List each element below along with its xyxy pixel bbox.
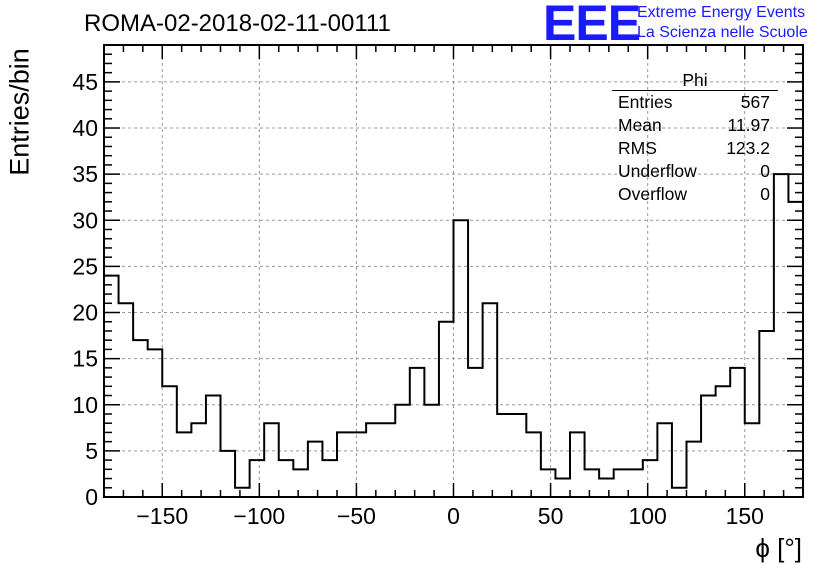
x-axis-label: ϕ [°]	[755, 533, 802, 563]
x-tick-label: 0	[447, 503, 460, 529]
logo-caption-line1: Extreme Energy Events	[637, 4, 806, 21]
stats-label: Mean	[618, 115, 662, 135]
x-tick-label: 50	[538, 503, 564, 529]
logo-caption-line2: La Scienza nelle Scuole	[637, 24, 808, 41]
stats-value: 0	[760, 184, 770, 204]
y-tick-label: 15	[72, 346, 98, 372]
stats-row-mean: Mean 11.97	[612, 114, 778, 137]
x-tick-label: −150	[136, 503, 188, 529]
x-tick-label: −100	[233, 503, 285, 529]
y-tick-label: 20	[72, 300, 98, 326]
y-tick-label: 0	[85, 484, 98, 510]
axis-ticks	[103, 44, 804, 498]
axis-tick-labels: −150 −100 −50 0 50 100 150 0 5 10 15 20 25 30 35 40 45	[72, 69, 764, 529]
stats-row-rms: RMS 123.2	[612, 137, 778, 160]
stats-value: 123.2	[726, 138, 770, 158]
stats-value: 567	[740, 92, 770, 112]
stats-label: Entries	[618, 92, 673, 112]
stats-row-entries: Entries 567	[612, 91, 778, 114]
eee-logo: EEE	[543, 0, 641, 51]
stats-label: Overflow	[618, 184, 688, 204]
y-axis-label: Entries/bin	[4, 48, 35, 176]
stats-box: Phi Entries 567 Mean 11.97 RMS 123.2 Und…	[612, 70, 778, 206]
logo-caption: Extreme Energy Events La Scienza nelle S…	[637, 3, 808, 43]
stats-row-overflow: Overflow 0	[612, 183, 778, 206]
x-tick-label: 150	[726, 503, 764, 529]
y-tick-label: 45	[72, 69, 98, 95]
stats-value: 11.97	[727, 115, 771, 135]
x-tick-label: −50	[337, 503, 376, 529]
y-tick-label: 40	[72, 115, 98, 141]
x-tick-label: 100	[628, 503, 666, 529]
y-tick-label: 5	[85, 438, 98, 464]
chart-title: ROMA-02-2018-02-11-00111	[84, 10, 391, 37]
y-tick-label: 35	[72, 161, 98, 187]
y-tick-label: 30	[72, 207, 98, 233]
stats-label: Underflow	[618, 161, 697, 181]
y-tick-label: 25	[72, 253, 98, 279]
histogram-step-line	[104, 173, 803, 489]
stats-label: RMS	[618, 138, 657, 158]
stats-row-underflow: Underflow 0	[612, 160, 778, 183]
y-tick-label: 10	[72, 392, 98, 418]
stats-value: 0	[760, 161, 770, 181]
stats-title: Phi	[612, 70, 778, 91]
